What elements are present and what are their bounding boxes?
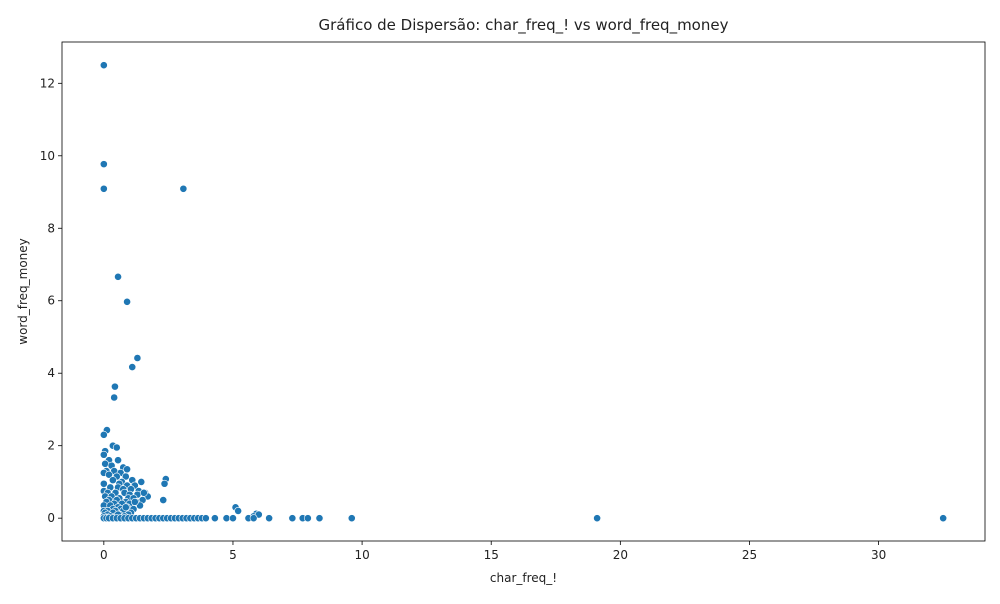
y-tick-label: 8 [47, 221, 55, 235]
data-point [137, 478, 146, 486]
data-point [99, 479, 108, 488]
x-tick-label: 30 [871, 548, 886, 562]
y-tick-label: 0 [47, 511, 55, 525]
data-point [108, 476, 117, 485]
data-point [123, 465, 131, 474]
data-point [123, 297, 131, 306]
data-point [99, 450, 108, 459]
y-tick-label: 12 [40, 76, 55, 90]
data-point [99, 184, 108, 193]
data-point [265, 514, 274, 523]
data-point [130, 497, 139, 506]
data-point [347, 514, 356, 523]
data-point [593, 514, 602, 523]
data-point [201, 514, 210, 523]
data-point [99, 160, 108, 169]
data-point [128, 363, 137, 371]
data-point [110, 393, 119, 402]
x-tick-label: 25 [742, 548, 757, 562]
data-point [111, 382, 119, 391]
data-point [139, 488, 148, 497]
y-tick-label: 6 [47, 294, 55, 308]
data-point [160, 479, 169, 488]
data-point [222, 514, 231, 523]
x-tick-label: 10 [354, 548, 369, 562]
x-axis-label: char_freq_! [490, 571, 557, 585]
x-tick-label: 5 [229, 548, 237, 562]
data-point [249, 514, 258, 523]
data-point [303, 514, 312, 523]
data-point [229, 514, 237, 523]
data-point [121, 503, 130, 512]
data-point [105, 470, 113, 479]
data-point [210, 514, 219, 523]
y-tick-label: 2 [47, 439, 55, 453]
data-point [939, 514, 948, 523]
y-axis-label: word_freq_money [16, 238, 30, 345]
data-point [179, 184, 188, 193]
data-point [101, 459, 110, 468]
data-point [114, 456, 122, 465]
y-tick-label: 4 [47, 366, 55, 380]
data-point [315, 514, 324, 523]
x-tick-label: 0 [100, 548, 108, 562]
points-layer [99, 61, 948, 523]
x-tick-label: 15 [484, 548, 499, 562]
data-point [133, 354, 142, 362]
data-point [112, 443, 121, 452]
data-point [114, 272, 122, 281]
data-point [234, 507, 243, 515]
data-point [99, 61, 108, 70]
plot-frame [61, 41, 986, 542]
y-axis-ticks: 0 2 4 6 8 10 12 [40, 76, 62, 525]
data-point [159, 496, 168, 504]
data-point [99, 430, 108, 439]
data-point [288, 514, 297, 523]
x-axis-ticks: 0 5 10 15 20 25 30 [100, 541, 886, 562]
data-point [121, 472, 130, 481]
y-tick-label: 10 [40, 149, 55, 163]
x-tick-label: 20 [613, 548, 628, 562]
chart-title: Gráfico de Dispersão: char_freq_! vs wor… [319, 16, 729, 35]
